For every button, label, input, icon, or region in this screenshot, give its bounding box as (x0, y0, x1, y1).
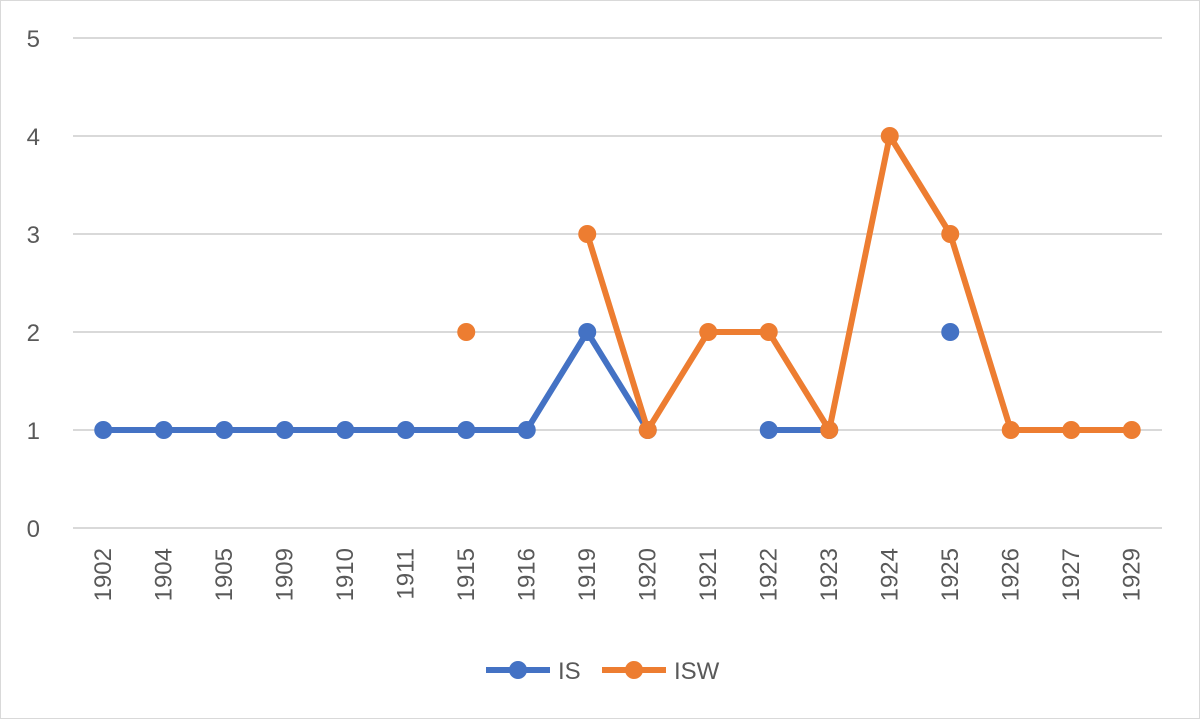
x-tick-label: 1911 (392, 548, 419, 600)
x-tick-label: 1927 (1058, 548, 1085, 601)
legend: IS ISW (486, 658, 720, 685)
x-tick-label: 1922 (755, 548, 782, 601)
series-is-point (457, 421, 476, 439)
series-is-point (275, 421, 294, 439)
series-is-point (94, 421, 113, 439)
series-isw-point (941, 225, 960, 243)
series-isw-point (457, 323, 476, 341)
y-tick-label: 5 (27, 26, 40, 53)
y-tick-label: 0 (27, 516, 40, 543)
series-isw-point (1122, 421, 1141, 439)
legend-label: ISW (674, 658, 720, 685)
series-is-point (336, 421, 355, 439)
series-isw-segment (765, 329, 833, 433)
x-tick-label: 1929 (1118, 548, 1145, 601)
x-tick-label: 1904 (150, 548, 177, 601)
legend-label: IS (558, 658, 581, 685)
series-is-point (759, 421, 778, 439)
series-is-segment (523, 329, 591, 433)
y-tick-label: 1 (27, 418, 40, 445)
x-tick-label: 1920 (634, 548, 661, 601)
series-isw-segment (886, 133, 954, 237)
x-axis-ticks: 1902 1904 1905 1909 1910 1911 1915 1916 1919 1920… (90, 548, 1146, 601)
legend-swatch-marker (625, 661, 643, 679)
gridlines (73, 37, 1162, 529)
x-tick-label: 1924 (876, 548, 903, 601)
series-is-point (517, 421, 536, 439)
legend-item-is: IS (486, 658, 581, 685)
x-tick-label: 1910 (332, 548, 359, 601)
series-isw-point (578, 225, 597, 243)
series-is-segment (584, 329, 651, 433)
series-is-point (941, 323, 960, 341)
series-isw-point (820, 421, 839, 439)
x-tick-label: 1925 (937, 548, 964, 601)
x-tick-label: 1905 (211, 548, 238, 601)
y-tick-label: 2 (27, 320, 40, 347)
series-isw-point (638, 421, 657, 439)
series-isw-point (880, 127, 899, 145)
series-isw-point (1062, 421, 1081, 439)
legend-swatch-marker (509, 661, 527, 679)
series-is-point (215, 421, 234, 439)
series-is-point (396, 421, 415, 439)
x-tick-label: 1923 (816, 548, 843, 601)
x-tick-label: 1909 (271, 548, 298, 601)
x-tick-label: 1919 (574, 548, 601, 601)
series-isw-point (699, 323, 718, 341)
y-axis-ticks: 0 1 2 3 4 5 (27, 26, 40, 543)
x-tick-label: 1916 (513, 548, 540, 601)
series-isw-point (759, 323, 778, 341)
series-isw (457, 127, 1141, 439)
x-tick-label: 1902 (90, 548, 117, 601)
x-tick-label: 1921 (695, 548, 722, 601)
series-is-point (578, 323, 597, 341)
x-tick-label: 1915 (453, 548, 480, 601)
y-tick-label: 4 (27, 124, 40, 151)
y-tick-label: 3 (27, 222, 40, 249)
series-isw-segment (947, 231, 1014, 433)
series-isw-segment (584, 231, 651, 433)
series-is-point (154, 421, 173, 439)
series-isw-point (1001, 421, 1020, 439)
series-isw-segment (826, 133, 893, 433)
x-tick-label: 1926 (997, 548, 1024, 601)
legend-item-isw: ISW (602, 658, 720, 685)
series-layer (94, 127, 1141, 439)
series-isw-segment (644, 329, 712, 433)
